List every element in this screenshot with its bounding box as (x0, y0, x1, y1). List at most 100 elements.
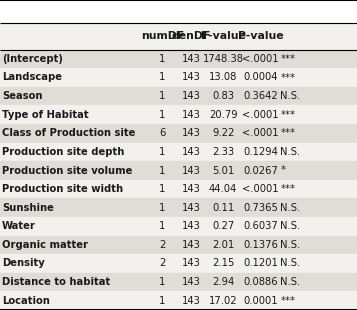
Text: Water: Water (2, 221, 36, 231)
Text: P-value: P-value (238, 31, 283, 42)
Text: <.0001: <.0001 (242, 128, 279, 138)
Text: 1: 1 (159, 147, 166, 157)
Text: 143: 143 (182, 203, 200, 213)
Text: 0.83: 0.83 (212, 91, 234, 101)
Text: ***: *** (280, 184, 295, 194)
Text: 143: 143 (182, 91, 200, 101)
Text: (Intercept): (Intercept) (2, 54, 63, 64)
Text: 143: 143 (182, 240, 200, 250)
Bar (0, 217, 357, 236)
Bar (0, 236, 357, 254)
Text: 9.22: 9.22 (212, 128, 234, 138)
Text: 1: 1 (159, 296, 166, 306)
Text: Location: Location (2, 296, 50, 306)
Text: 0.3642: 0.3642 (243, 91, 278, 101)
Text: 143: 143 (182, 184, 200, 194)
Bar (0, 87, 357, 105)
Text: 1: 1 (159, 91, 166, 101)
Text: 143: 143 (182, 128, 200, 138)
Text: N.S.: N.S. (280, 203, 301, 213)
Text: N.S.: N.S. (280, 221, 301, 231)
Bar (0, 291, 357, 310)
Text: 143: 143 (182, 166, 200, 175)
Text: <.0001: <.0001 (242, 54, 279, 64)
Text: 143: 143 (182, 54, 200, 64)
Text: ***: *** (280, 54, 295, 64)
Text: 143: 143 (182, 221, 200, 231)
Bar (0, 273, 357, 291)
Text: 0.0267: 0.0267 (243, 166, 278, 175)
Text: ***: *** (280, 73, 295, 82)
Text: 1748.38: 1748.38 (203, 54, 243, 64)
Text: numDF: numDF (141, 31, 184, 42)
Text: 6: 6 (159, 128, 166, 138)
Text: *: * (280, 166, 285, 175)
Text: 0.6037: 0.6037 (243, 221, 278, 231)
Bar (0, 0, 357, 23)
Bar (0, 124, 357, 143)
Text: 1: 1 (159, 54, 166, 64)
Text: F-value: F-value (201, 31, 246, 42)
Text: 20.79: 20.79 (209, 110, 237, 120)
Text: 1: 1 (159, 221, 166, 231)
Text: Organic matter: Organic matter (2, 240, 88, 250)
Text: 1: 1 (159, 73, 166, 82)
Bar (0, 68, 357, 87)
Text: 0.1201: 0.1201 (243, 259, 278, 268)
Text: Season: Season (2, 91, 42, 101)
Text: N.S.: N.S. (280, 259, 301, 268)
Text: ***: *** (280, 110, 295, 120)
Text: 0.1376: 0.1376 (243, 240, 278, 250)
Text: 143: 143 (182, 147, 200, 157)
Text: 2.94: 2.94 (212, 277, 234, 287)
Text: Landscape: Landscape (2, 73, 62, 82)
Text: 0.0004: 0.0004 (243, 73, 278, 82)
Bar (0, 254, 357, 273)
Text: 2.33: 2.33 (212, 147, 234, 157)
Text: Type of Habitat: Type of Habitat (2, 110, 89, 120)
Text: 143: 143 (182, 110, 200, 120)
Text: 0.27: 0.27 (212, 221, 234, 231)
Text: 2.01: 2.01 (212, 240, 234, 250)
Text: Sunshine: Sunshine (2, 203, 54, 213)
Bar (0, 23, 357, 50)
Text: N.S.: N.S. (280, 277, 301, 287)
Text: 2.15: 2.15 (212, 259, 234, 268)
Text: N.S.: N.S. (280, 91, 301, 101)
Text: 44.04: 44.04 (209, 184, 237, 194)
Bar (0, 161, 357, 180)
Text: 143: 143 (182, 277, 200, 287)
Bar (0, 50, 357, 68)
Text: 17.02: 17.02 (209, 296, 237, 306)
Text: 0.0886: 0.0886 (243, 277, 278, 287)
Text: Production site depth: Production site depth (2, 147, 124, 157)
Text: 13.08: 13.08 (209, 73, 237, 82)
Text: N.S.: N.S. (280, 147, 301, 157)
Text: 5.01: 5.01 (212, 166, 234, 175)
Text: <.0001: <.0001 (242, 184, 279, 194)
Text: ***: *** (280, 296, 295, 306)
Text: 0.7365: 0.7365 (243, 203, 278, 213)
Text: Class of Production site: Class of Production site (2, 128, 135, 138)
Text: Production site width: Production site width (2, 184, 123, 194)
Text: 1: 1 (159, 203, 166, 213)
Text: 143: 143 (182, 73, 200, 82)
Text: 143: 143 (182, 259, 200, 268)
Text: 2: 2 (159, 259, 166, 268)
Text: Production site volume: Production site volume (2, 166, 132, 175)
Text: 1: 1 (159, 184, 166, 194)
Text: ***: *** (280, 128, 295, 138)
Text: 1: 1 (159, 166, 166, 175)
Bar (0, 180, 357, 198)
Bar (0, 105, 357, 124)
Text: Distance to habitat: Distance to habitat (2, 277, 110, 287)
Text: 2: 2 (159, 240, 166, 250)
Bar (0, 143, 357, 161)
Text: 1: 1 (159, 110, 166, 120)
Text: 0.0001: 0.0001 (243, 296, 278, 306)
Text: Density: Density (2, 259, 45, 268)
Text: 143: 143 (182, 296, 200, 306)
Bar (0, 198, 357, 217)
Text: denDF: denDF (171, 31, 211, 42)
Text: N.S.: N.S. (280, 240, 301, 250)
